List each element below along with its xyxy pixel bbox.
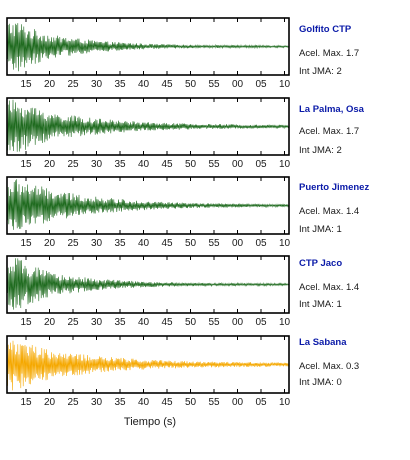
- panel-1: 15 20 25 30 35 40 45 50 55 00 05 10: [6, 97, 291, 170]
- panel-4-tick-label-11: 10: [279, 397, 291, 408]
- panel-3-trace: [6, 258, 290, 310]
- panel-2-tick-label-9: 00: [232, 238, 244, 249]
- panel-0-tick-label-5: 40: [138, 79, 150, 90]
- panel-3-tick-label-9: 00: [232, 317, 244, 328]
- panel-2-tick-label-6: 45: [161, 238, 173, 249]
- panel-1-jma-label: Int JMA: 2: [299, 145, 342, 156]
- panel-3: 15 20 25 30 35 40 45 50 55 00 05 10: [6, 255, 291, 328]
- panel-2-tick-label-11: 10: [279, 238, 291, 249]
- panel-1-tick-label-0: 15: [20, 159, 32, 170]
- panel-1-tick-label-7: 50: [185, 159, 197, 170]
- panel-4-tick-label-7: 50: [185, 397, 197, 408]
- panel-4-tick-label-4: 35: [114, 397, 126, 408]
- panel-3-jma-label: Int JMA: 1: [299, 299, 342, 310]
- panel-0: 15 20 25 30 35 40 45 50 55 00 05 10: [6, 17, 291, 90]
- panel-2: 15 20 25 30 35 40 45 50 55 00 05 10: [6, 176, 291, 249]
- panel-0-tick-label-8: 55: [208, 79, 220, 90]
- panel-1-accel-label: Acel. Max. 1.7: [299, 126, 360, 137]
- panel-4-trace: [6, 340, 290, 391]
- panel-0-jma-label: Int JMA: 2: [299, 66, 342, 77]
- panel-1-tick-label-11: 10: [279, 159, 291, 170]
- panel-3-tick-label-0: 15: [20, 317, 32, 328]
- panel-4-tick-label-10: 05: [255, 397, 267, 408]
- panel-3-tick-label-3: 30: [91, 317, 103, 328]
- panel-3-tick-label-5: 40: [138, 317, 150, 328]
- panel-0-tick-label-3: 30: [91, 79, 103, 90]
- panel-2-tick-label-4: 35: [114, 238, 126, 249]
- panel-2-tick-label-8: 55: [208, 238, 220, 249]
- panel-4-tick-label-8: 55: [208, 397, 220, 408]
- panel-0-tick-label-11: 10: [279, 79, 291, 90]
- panel-1-tick-label-9: 00: [232, 159, 244, 170]
- panel-0-tick-label-7: 50: [185, 79, 197, 90]
- panel-2-tick-label-2: 25: [67, 238, 79, 249]
- panel-1-station-name: La Palma, Osa: [299, 104, 364, 115]
- panel-4-tick-label-3: 30: [91, 397, 103, 408]
- panel-4: 15 20 25 30 35 40 45 50 55 00 05 10: [6, 335, 291, 408]
- panel-0-accel-label: Acel. Max. 1.7: [299, 48, 360, 59]
- panel-4-tick-label-0: 15: [20, 397, 32, 408]
- panel-3-tick-label-4: 35: [114, 317, 126, 328]
- panel-0-tick-label-10: 05: [255, 79, 267, 90]
- panel-2-tick-label-5: 40: [138, 238, 150, 249]
- panel-4-accel-label: Acel. Max. 0.3: [299, 361, 360, 372]
- panel-1-tick-label-2: 25: [67, 159, 79, 170]
- panel-4-tick-label-6: 45: [161, 397, 173, 408]
- panel-0-tick-label-1: 20: [44, 79, 56, 90]
- panel-3-station-name: CTP Jaco: [299, 258, 343, 269]
- x-axis-title: Tiempo (s): [123, 416, 177, 428]
- panel-0-station-name: Golfito CTP: [299, 24, 352, 35]
- panel-1-tick-label-6: 45: [161, 159, 173, 170]
- panel-0-tick-label-0: 15: [20, 79, 32, 90]
- panel-2-station-name: Puerto Jimenez: [299, 182, 370, 193]
- panel-0-trace: [6, 23, 290, 72]
- panel-1-tick-label-1: 20: [44, 159, 56, 170]
- panel-4-tick-label-2: 25: [67, 397, 79, 408]
- panel-1-tick-label-8: 55: [208, 159, 220, 170]
- panel-3-tick-label-10: 05: [255, 317, 267, 328]
- panel-0-tick-label-2: 25: [67, 79, 79, 90]
- panel-4-jma-label: Int JMA: 0: [299, 377, 342, 388]
- panel-4-tick-label-5: 40: [138, 397, 150, 408]
- panel-3-frame: [6, 255, 290, 314]
- panel-4-tick-label-1: 20: [44, 397, 56, 408]
- panel-3-tick-label-7: 50: [185, 317, 197, 328]
- panel-2-jma-label: Int JMA: 1: [299, 224, 342, 235]
- panel-3-tick-label-1: 20: [44, 317, 56, 328]
- panel-2-tick-label-1: 20: [44, 238, 56, 249]
- panel-0-tick-label-6: 45: [161, 79, 173, 90]
- panel-0-tick-label-9: 00: [232, 79, 244, 90]
- panel-3-tick-label-6: 45: [161, 317, 173, 328]
- panel-1-tick-label-3: 30: [91, 159, 103, 170]
- panel-2-accel-label: Acel. Max. 1.4: [299, 206, 360, 217]
- panel-1-tick-label-5: 40: [138, 159, 150, 170]
- panel-4-tick-label-9: 00: [232, 397, 244, 408]
- panel-2-tick-label-7: 50: [185, 238, 197, 249]
- panel-3-accel-label: Acel. Max. 1.4: [299, 282, 360, 293]
- panel-3-tick-label-2: 25: [67, 317, 79, 328]
- panel-1-tick-label-4: 35: [114, 159, 126, 170]
- panel-2-tick-label-0: 15: [20, 238, 32, 249]
- panel-0-tick-label-4: 35: [114, 79, 126, 90]
- panel-3-tick-label-8: 55: [208, 317, 220, 328]
- panel-4-station-name: La Sabana: [299, 337, 347, 348]
- panel-1-frame: [6, 97, 290, 156]
- panel-1-tick-label-10: 05: [255, 159, 267, 170]
- panel-4-frame: [6, 335, 290, 394]
- panel-0-frame: [6, 17, 290, 76]
- panel-2-tick-label-3: 30: [91, 238, 103, 249]
- panel-3-tick-label-11: 10: [279, 317, 291, 328]
- panel-1-trace: [6, 99, 290, 152]
- panel-2-trace: [6, 179, 290, 230]
- panel-2-frame: [6, 176, 290, 235]
- panel-2-tick-label-10: 05: [255, 238, 267, 249]
